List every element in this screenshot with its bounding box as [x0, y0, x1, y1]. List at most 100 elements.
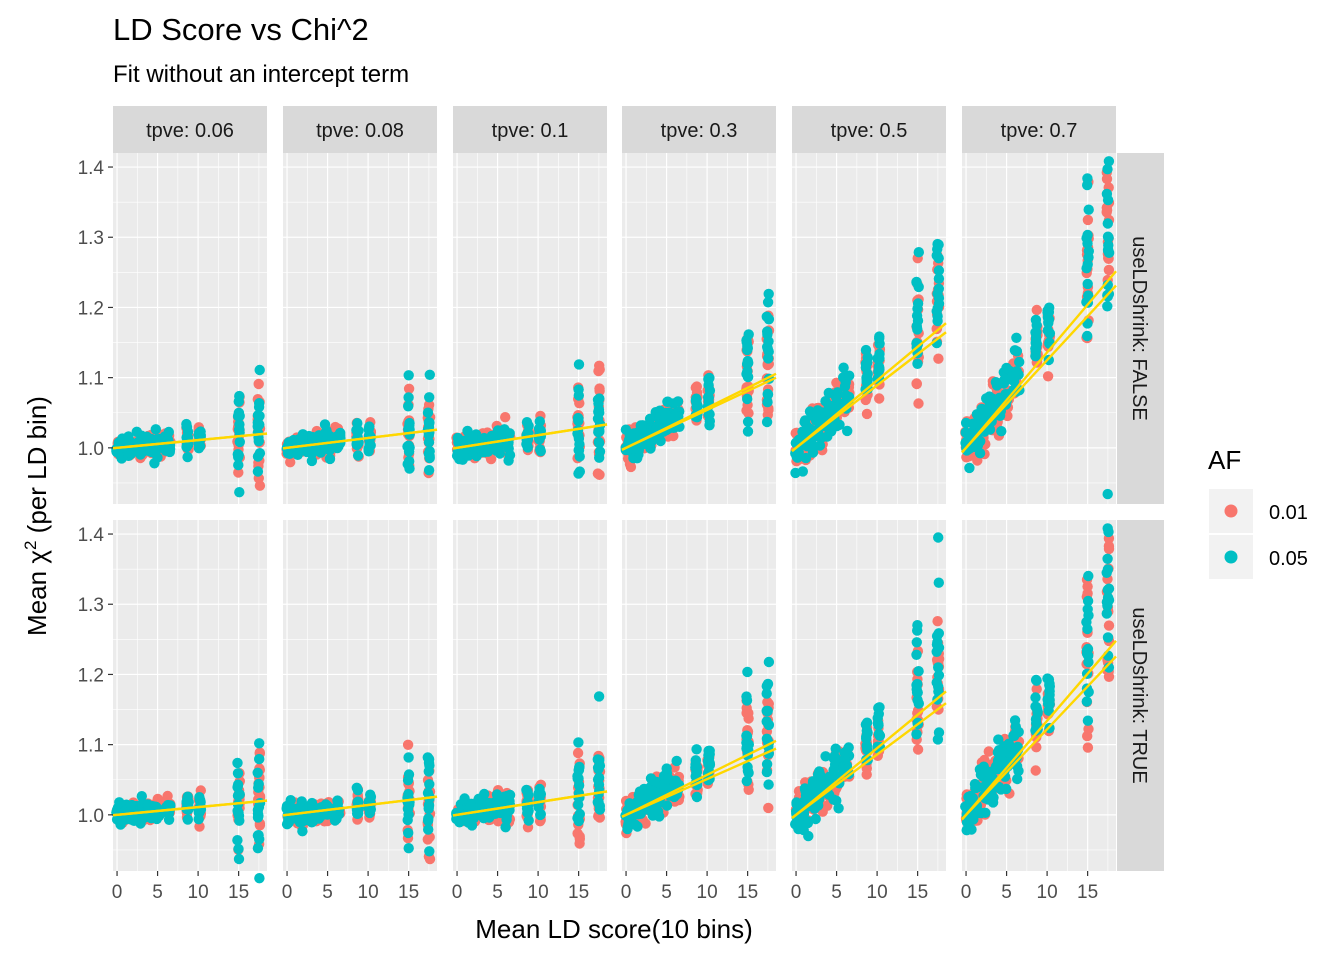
data-point-0.05 [594, 437, 605, 449]
data-point-0.05 [254, 834, 265, 845]
data-point-0.01 [763, 802, 774, 814]
data-point-0.05 [812, 769, 824, 780]
data-point-0.05 [1042, 698, 1054, 709]
data-point-0.05 [335, 427, 346, 439]
y-tick-label: 1.2 [78, 298, 104, 319]
data-point-0.01 [1082, 214, 1094, 226]
data-point-0.01 [861, 408, 873, 420]
data-point-0.05 [704, 420, 715, 431]
data-point-0.05 [691, 791, 703, 803]
data-point-0.05 [594, 754, 605, 766]
data-point-0.05 [573, 737, 584, 748]
x-tick-label: 10 [358, 882, 379, 903]
data-point-0.01 [763, 405, 774, 416]
y-axis-title-suffix: (per LD bin) [22, 396, 52, 541]
data-point-0.05 [912, 324, 923, 335]
data-point-0.01 [912, 744, 924, 755]
data-point-0.05 [234, 424, 245, 435]
data-point-0.05 [996, 426, 1007, 437]
data-point-0.05 [234, 436, 245, 448]
data-point-0.05 [234, 390, 245, 402]
data-point-0.05 [142, 444, 153, 455]
data-point-0.05 [804, 406, 816, 417]
panel-r0-c3: tpve: 0.3 [620, 106, 777, 504]
data-point-0.01 [983, 746, 994, 757]
data-point-0.05 [911, 637, 922, 648]
data-point-0.05 [873, 702, 884, 714]
data-point-0.05 [1103, 240, 1114, 251]
data-point-0.01 [743, 784, 754, 795]
data-point-0.05 [761, 766, 773, 778]
data-point-0.05 [573, 359, 585, 370]
data-point-0.05 [1081, 648, 1093, 659]
data-point-0.05 [424, 417, 435, 428]
data-point-0.01 [932, 616, 943, 627]
data-point-0.05 [1001, 362, 1012, 374]
data-point-0.05 [763, 288, 774, 300]
data-point-0.05 [763, 656, 775, 668]
data-point-0.05 [594, 407, 605, 418]
data-point-0.05 [194, 792, 205, 803]
data-point-0.01 [743, 408, 754, 419]
data-point-0.05 [593, 779, 605, 790]
data-point-0.01 [1082, 588, 1093, 599]
data-point-0.05 [351, 424, 362, 436]
data-point-0.05 [182, 451, 193, 463]
data-point-0.05 [933, 662, 944, 673]
data-point-0.05 [762, 326, 773, 337]
data-point-0.01 [594, 360, 605, 371]
data-point-0.05 [802, 817, 814, 829]
data-point-0.05 [829, 751, 840, 762]
x-tick-label: 10 [697, 882, 718, 903]
data-point-0.01 [874, 393, 885, 404]
data-point-0.05 [491, 429, 502, 441]
data-point-0.05 [573, 815, 584, 827]
data-point-0.05 [741, 691, 752, 702]
data-point-0.05 [872, 353, 883, 364]
data-point-0.05 [234, 487, 245, 498]
x-tick-label: 5 [492, 882, 503, 903]
data-point-0.05 [828, 764, 839, 776]
data-point-0.05 [831, 795, 842, 806]
data-point-0.05 [1042, 673, 1053, 684]
data-point-0.05 [931, 677, 942, 688]
data-point-0.05 [424, 779, 435, 790]
fit-line-0.05 [961, 640, 1117, 821]
data-point-0.05 [297, 816, 308, 827]
data-point-0.05 [1082, 715, 1094, 726]
data-point-0.05 [933, 265, 945, 276]
data-point-0.05 [1081, 616, 1092, 628]
data-point-0.05 [967, 418, 978, 429]
data-point-0.05 [403, 769, 415, 780]
panel-r0-c0: 1.0 1.1 1.2 1.3 1.4 tpve: 0.06 [78, 106, 268, 504]
data-point-0.05 [1102, 523, 1113, 534]
data-point-0.05 [933, 532, 944, 543]
data-point-0.05 [742, 393, 753, 405]
data-point-0.05 [704, 749, 715, 760]
x-tick-label: 15 [568, 882, 589, 903]
data-point-0.05 [403, 401, 414, 412]
data-point-0.05 [831, 420, 843, 432]
data-point-0.05 [1031, 320, 1042, 331]
data-point-0.05 [1081, 232, 1092, 244]
data-point-0.01 [1103, 543, 1115, 555]
data-point-0.05 [523, 815, 534, 826]
panel-r1-c3: 0 5 10 15 [620, 520, 777, 903]
data-point-0.01 [912, 706, 924, 717]
data-point-0.05 [655, 435, 666, 447]
data-point-0.05 [839, 381, 851, 392]
data-point-0.05 [504, 789, 516, 801]
data-point-0.05 [150, 801, 161, 813]
data-point-0.05 [1030, 692, 1041, 703]
data-point-0.05 [1083, 570, 1094, 582]
data-point-0.05 [1103, 583, 1115, 594]
data-point-0.05 [1103, 156, 1115, 167]
data-point-0.01 [574, 831, 585, 842]
facet-strip-top [622, 106, 776, 153]
x-axis-title: Mean LD score(10 bins) [475, 914, 752, 944]
panel-r0-c5: tpve: 0.7 [960, 106, 1117, 504]
data-point-0.01 [253, 378, 264, 390]
data-point-0.05 [1082, 330, 1093, 342]
data-point-0.05 [1012, 773, 1023, 785]
